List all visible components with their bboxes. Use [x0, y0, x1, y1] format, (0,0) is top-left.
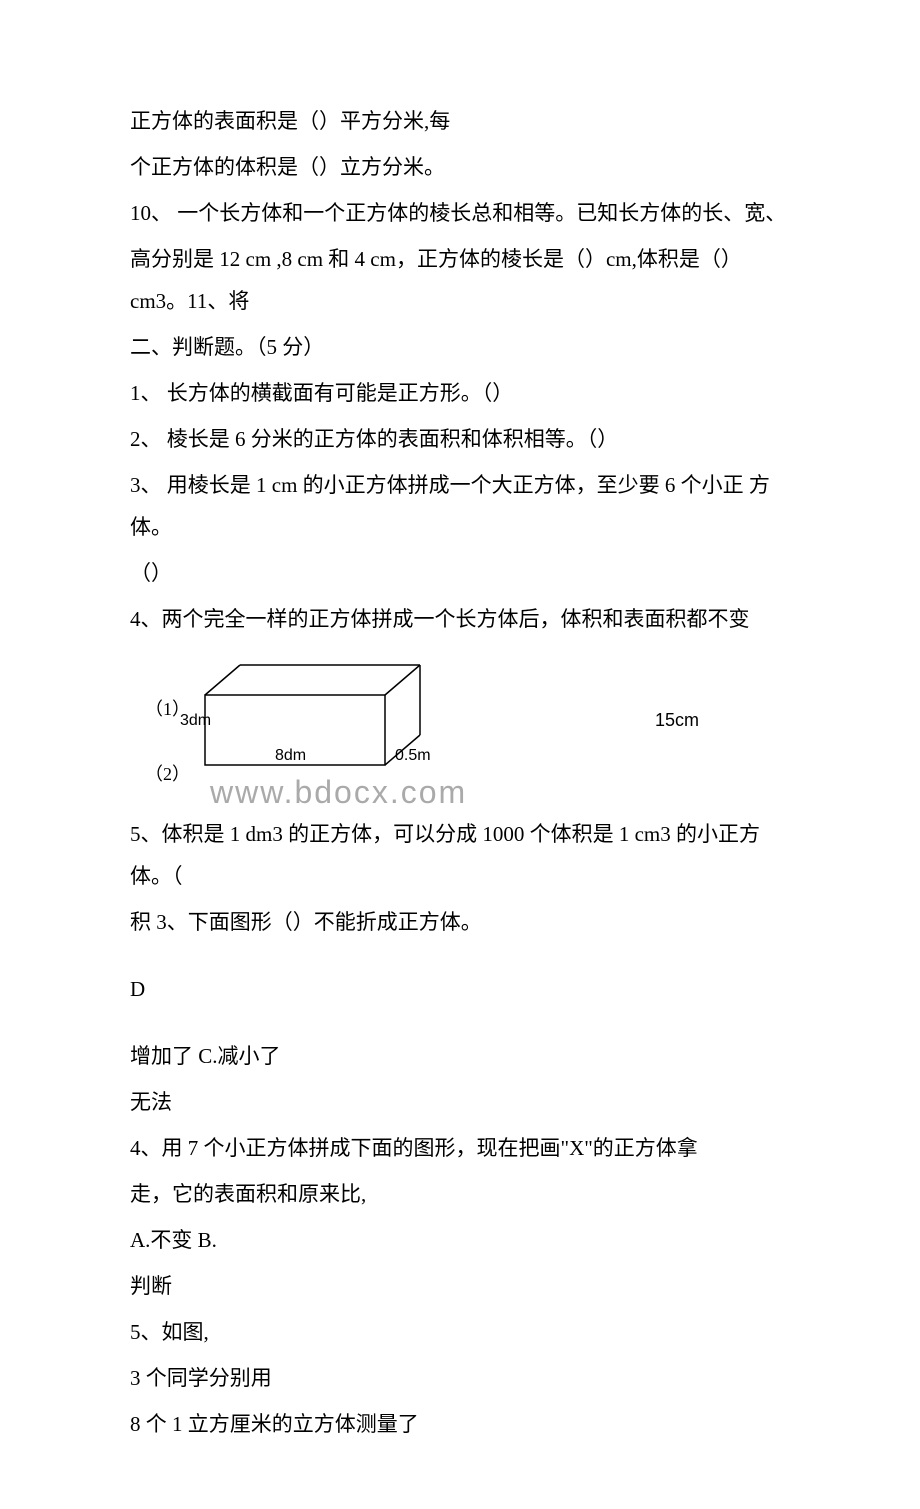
text-line: 增加了 C.减小了 — [130, 1035, 790, 1077]
text-line: 5、体积是 1 dm3 的正方体，可以分成 1000 个体积是 1 cm3 的小… — [130, 813, 790, 897]
text-line: 积 3、下面图形（）不能折成正方体。 — [130, 901, 790, 943]
text-line: 3 个同学分别用 — [130, 1357, 790, 1399]
text-line: 4、两个完全一样的正方体拼成一个长方体后，体积和表面积都不变 — [130, 598, 790, 640]
text-line: 二、判断题。（5 分） — [130, 326, 790, 368]
label-05m: 0.5m — [395, 747, 431, 764]
watermark-text: www.bdocx.com — [210, 774, 790, 811]
cuboid-svg: （1） 3dm （2） 8dm 0.5m — [145, 655, 455, 785]
label-3dm: 3dm — [180, 712, 211, 729]
text-line: A.不变 B. — [130, 1219, 790, 1261]
label-8dm: 8dm — [275, 747, 306, 764]
text-line: 个正方体的体积是（）立方分米。 — [130, 146, 790, 188]
cuboid-diagram: （1） 3dm （2） 8dm 0.5m 15cm — [130, 655, 790, 785]
text-line: 判断 — [130, 1265, 790, 1307]
text-line: 无法 — [130, 1081, 790, 1123]
text-line: 1、 长方体的横截面有可能是正方形。（） — [130, 372, 790, 414]
text-line: （） — [130, 552, 790, 594]
text-line: 8 个 1 立方厘米的立方体测量了 — [130, 1403, 790, 1445]
text-line: 正方体的表面积是（）平方分米,每 — [130, 100, 790, 142]
option-d: D — [130, 968, 790, 1010]
label-2: （2） — [145, 764, 190, 784]
text-line: 走，它的表面积和原来比, — [130, 1173, 790, 1215]
label-15cm: 15cm — [655, 710, 699, 731]
text-line: 高分别是 12 cm ,8 cm 和 4 cm，正方体的棱长是（）cm,体积是（… — [130, 238, 790, 322]
text-line: 5、如图, — [130, 1311, 790, 1353]
text-line: 4、用 7 个小正方体拼成下面的图形，现在把画"X"的正方体拿 — [130, 1127, 790, 1169]
text-line: 2、 棱长是 6 分米的正方体的表面积和体积相等。（） — [130, 418, 790, 460]
text-line: 3、 用棱长是 1 cm 的小正方体拼成一个大正方体，至少要 6 个小正 方体。 — [130, 464, 790, 548]
text-line: 10、 一个长方体和一个正方体的棱长总和相等。已知长方体的长、宽、 — [130, 192, 790, 234]
